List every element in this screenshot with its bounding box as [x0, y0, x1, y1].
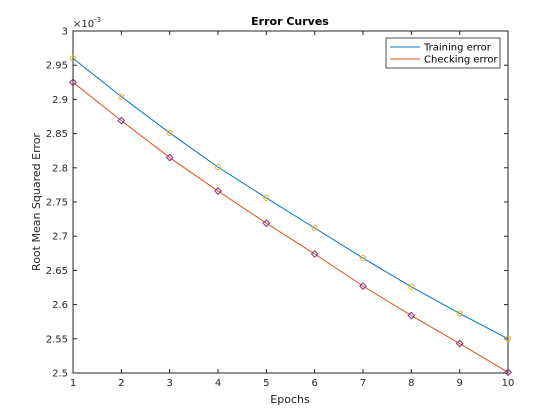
legend-box	[385, 37, 501, 69]
checking-error-point	[359, 282, 367, 291]
training-error-point	[408, 283, 415, 290]
training-error-point	[504, 335, 512, 342]
plot-axes	[72, 30, 509, 374]
y-tick-label: 2.65	[46, 266, 68, 277]
x-tick-label: 8	[408, 378, 414, 389]
y-tick-label: 2.55	[46, 334, 68, 345]
x-tick-label: 9	[456, 378, 462, 389]
series-line-checking-error	[72, 81, 509, 373]
y-tick-label: 2.75	[46, 198, 68, 209]
checking-error-point	[262, 219, 271, 228]
training-error-point	[166, 129, 173, 137]
series-line-training-error	[72, 57, 509, 340]
checking-error-point	[69, 78, 77, 87]
plot-area	[72, 30, 509, 374]
training-error-point	[118, 93, 125, 100]
training-error-point	[456, 310, 463, 317]
training-error-point	[214, 164, 222, 171]
checking-error-point	[504, 368, 512, 377]
x-axis-ticks: 1 2 3 4 5 6 7 8 9 10	[70, 31, 515, 389]
y-axis-label: Root Mean Squared Error	[30, 133, 43, 271]
x-tick-label: 4	[215, 378, 221, 389]
y-tick-label: 2.85	[46, 129, 68, 140]
y-tick-label: 2.6	[52, 300, 68, 311]
training-error-point	[263, 194, 270, 201]
x-tick-label: 3	[166, 378, 172, 389]
x-tick-label: 1	[70, 378, 76, 389]
y-tick-label: 3	[62, 27, 68, 38]
x-tick-label: 5	[263, 378, 269, 389]
x-tick-label: 2	[118, 378, 124, 389]
legend-label-checking-error: Checking error	[424, 55, 499, 66]
y-tick-label: 2.95	[46, 61, 68, 72]
x-tick-label: 7	[360, 378, 366, 389]
y-axis-ticks: 2.5 2.55 2.6 2.65 2.7 2.75 2.8 2.85 2.9 2.95 3	[46, 27, 508, 380]
checking-error-point	[117, 116, 126, 125]
x-axis-label: Epochs	[270, 393, 310, 406]
chart-title: Error Curves	[251, 15, 329, 28]
y-tick-label: 2.5	[52, 369, 68, 380]
checking-error-point	[310, 250, 319, 258]
series-lines	[72, 57, 509, 373]
x-tick-label: 10	[502, 378, 515, 389]
x-tick-label: 6	[311, 378, 317, 389]
checking-error-point	[214, 187, 222, 195]
y-tick-label: 2.8	[52, 163, 68, 174]
training-error-point	[359, 254, 367, 262]
legend-label-training-error: Training error	[423, 43, 492, 54]
y-axis-multiplier: ×10-3	[73, 16, 101, 30]
checking-error-point	[165, 153, 174, 162]
series-markers	[69, 55, 512, 377]
y-tick-label: 2.9	[52, 95, 68, 106]
training-error-point	[311, 224, 318, 232]
checking-error-point	[407, 311, 416, 320]
checking-error-point	[455, 339, 464, 348]
training-error-point	[69, 55, 77, 62]
y-tick-label: 2.7	[52, 232, 68, 243]
